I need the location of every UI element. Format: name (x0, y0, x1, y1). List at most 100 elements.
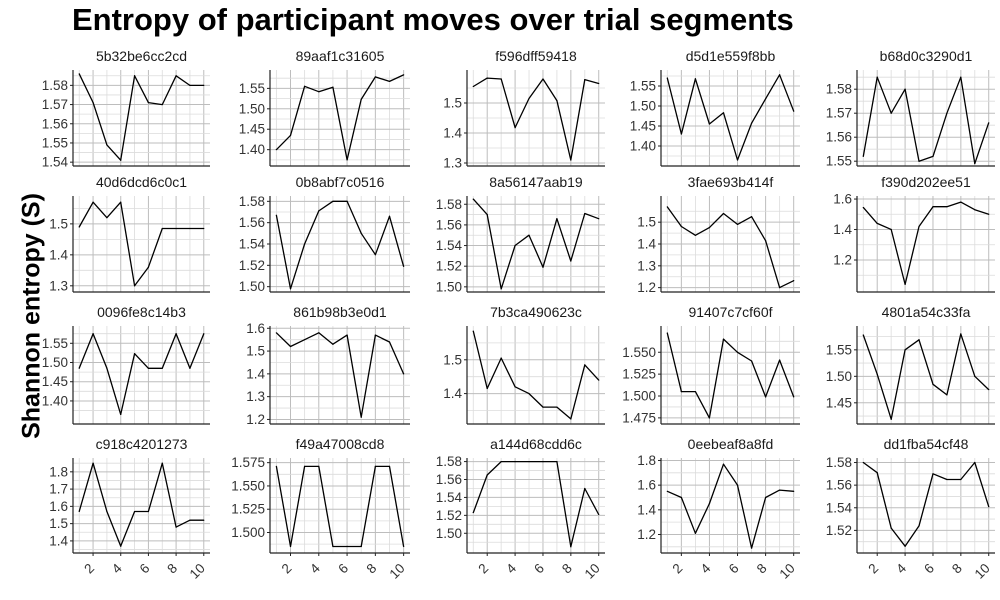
data-point (92, 102, 94, 104)
series-line (78, 201, 204, 287)
data-point (680, 133, 682, 135)
data-point (666, 490, 668, 492)
data-point (932, 383, 934, 385)
facet-panel: 5b32be6cc2cd 1.54 1.55 1.56 1.57 1.58 (42, 48, 210, 170)
y-tick-label: 1.58 (42, 78, 68, 93)
y-tick-label: 1.52 (436, 508, 462, 523)
panel-title: 861b98b3e0d1 (293, 304, 387, 320)
data-point (736, 223, 739, 225)
y-tick-label: 1.54 (239, 237, 266, 252)
y-tick-label: 1.5 (443, 352, 462, 367)
data-point (106, 217, 108, 219)
data-point (932, 473, 934, 475)
data-point (542, 406, 544, 408)
facet-panel: 91407c7cf60f 1.475 1.500 1.525 1.550 (622, 304, 800, 425)
series-line (472, 460, 600, 548)
data-point (779, 489, 781, 491)
series-line (275, 465, 405, 548)
y-tick-label: 1.6 (833, 192, 852, 207)
y-tick-label: 1.4 (637, 237, 656, 252)
data-point (960, 333, 962, 335)
data-point (722, 112, 725, 114)
series-line (78, 333, 205, 416)
x-tick-label: 4 (503, 560, 519, 576)
data-point (92, 201, 94, 203)
y-tick-label: 1.4 (246, 366, 265, 381)
data-point (120, 201, 122, 203)
y-tick-label: 1.3 (246, 389, 265, 404)
data-point (203, 519, 205, 521)
facet-panel: 89aaf1c31605 1.40 1.45 1.50 1.55 (239, 48, 410, 167)
data-point (500, 357, 502, 359)
y-tick-label: 1.525 (231, 502, 265, 517)
series-line (666, 74, 795, 161)
data-point (120, 159, 122, 161)
data-point (189, 227, 191, 230)
data-point (765, 240, 767, 242)
y-tick-label: 1.5 (49, 216, 68, 231)
data-point (570, 159, 572, 161)
data-point (528, 460, 530, 463)
data-point (736, 484, 739, 486)
data-point (904, 545, 906, 547)
data-point (974, 209, 976, 211)
y-tick-label: 1.55 (826, 154, 852, 169)
data-point (175, 333, 177, 335)
data-point (346, 334, 348, 336)
y-tick-label: 1.52 (436, 259, 462, 274)
y-tick-label: 1.54 (42, 155, 69, 170)
data-point (750, 547, 753, 549)
data-point (960, 478, 962, 481)
y-tick-label: 1.4 (443, 126, 462, 141)
data-point (147, 266, 150, 268)
x-tick-label: 4 (307, 560, 323, 576)
data-point (584, 212, 586, 215)
data-point (680, 496, 682, 499)
x-tick-label: 10 (187, 561, 208, 582)
series-line (862, 201, 989, 286)
data-point (765, 98, 767, 100)
data-point (988, 388, 990, 391)
data-point (598, 218, 600, 220)
y-tick-label: 1.50 (630, 99, 656, 114)
data-point (175, 227, 177, 230)
data-point (147, 102, 150, 104)
data-point (862, 461, 864, 464)
x-tick-label: 4 (109, 560, 125, 576)
data-point (736, 351, 739, 353)
data-point (514, 127, 516, 129)
data-point (793, 396, 795, 398)
facet-panel: dd1fba54cf48 1.52 1.54 1.56 1.58 2 4 6 8 10 (826, 436, 995, 582)
data-point (203, 84, 205, 86)
data-point (750, 360, 753, 362)
panel-title: 0b8abf7c0516 (296, 174, 385, 190)
data-point (890, 112, 892, 114)
data-point (708, 503, 711, 505)
y-tick-label: 1.56 (42, 116, 68, 131)
y-tick-label: 1.2 (637, 280, 656, 295)
data-point (403, 265, 405, 267)
panel-title: 89aaf1c31605 (296, 48, 385, 64)
data-point (388, 215, 391, 217)
y-tick-label: 1.50 (239, 279, 265, 294)
series-line (667, 463, 794, 549)
facet-panel: 4801a54c33fa 1.45 1.50 1.55 (826, 304, 995, 425)
data-point (304, 85, 306, 87)
data-point (750, 216, 753, 218)
y-tick-label: 1.4 (443, 386, 462, 401)
data-point (388, 80, 391, 83)
y-tick-label: 1.56 (436, 472, 462, 487)
panel-title: 40d6dcd6c0c1 (96, 174, 187, 190)
data-point (360, 545, 362, 548)
data-point (133, 285, 136, 287)
y-tick-label: 1.4 (49, 247, 68, 262)
data-point (876, 472, 878, 474)
x-tick-label: 6 (137, 561, 153, 577)
y-tick-label: 1.575 (231, 455, 265, 470)
data-point (528, 234, 530, 236)
data-point (106, 367, 108, 369)
data-point (332, 545, 334, 548)
data-point (360, 416, 362, 418)
y-tick-label: 1.7 (49, 482, 68, 497)
data-point (708, 227, 711, 229)
